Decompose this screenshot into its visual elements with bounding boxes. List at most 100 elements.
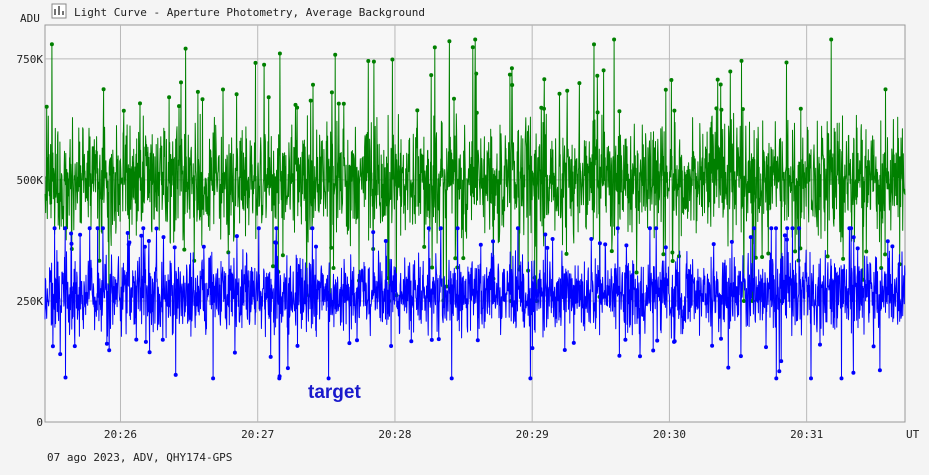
data-point	[336, 101, 341, 106]
data-point	[597, 241, 602, 246]
data-point	[779, 359, 784, 364]
data-point	[748, 235, 753, 240]
data-point	[839, 376, 844, 381]
data-point	[491, 239, 495, 244]
data-point	[167, 95, 172, 100]
data-point	[262, 62, 267, 67]
data-point	[738, 354, 743, 359]
data-point	[177, 104, 181, 109]
data-point	[461, 256, 466, 261]
data-point	[341, 101, 346, 106]
data-point	[366, 59, 371, 63]
data-point	[104, 341, 109, 346]
series-line	[44, 39, 906, 302]
data-point	[592, 42, 596, 47]
data-point	[515, 226, 520, 231]
data-point	[595, 73, 600, 78]
data-point	[474, 71, 479, 76]
data-point	[101, 87, 106, 92]
data-point	[719, 336, 723, 341]
data-point	[422, 244, 427, 249]
data-point	[143, 339, 148, 344]
series-label-target: target	[308, 382, 361, 403]
data-point	[528, 376, 533, 381]
data-point	[200, 97, 205, 102]
data-point	[774, 376, 779, 381]
data-point	[542, 77, 547, 82]
data-point	[715, 77, 720, 82]
data-point	[615, 226, 620, 231]
data-point	[638, 354, 642, 359]
data-point	[663, 245, 668, 250]
data-point	[741, 299, 746, 303]
data-point	[883, 252, 888, 257]
data-point	[589, 237, 594, 241]
data-point	[383, 239, 388, 243]
data-point	[883, 87, 888, 92]
data-point	[760, 255, 765, 259]
data-point	[669, 78, 674, 82]
data-point	[601, 68, 606, 73]
data-point	[557, 91, 562, 96]
data-point	[347, 341, 352, 346]
data-point	[127, 240, 132, 245]
data-point	[655, 338, 660, 343]
data-point	[564, 251, 569, 256]
data-point	[663, 87, 668, 92]
data-point	[785, 226, 790, 231]
data-point	[355, 338, 359, 343]
data-point	[790, 226, 795, 231]
data-point	[438, 226, 443, 231]
data-point	[139, 233, 144, 238]
data-point	[371, 59, 376, 64]
data-point	[507, 72, 512, 77]
data-point	[389, 344, 394, 348]
data-point	[409, 339, 414, 344]
data-point	[146, 239, 151, 243]
data-point	[670, 250, 675, 255]
data-point	[326, 376, 331, 381]
data-point	[52, 226, 57, 231]
data-point	[729, 239, 734, 244]
data-point	[221, 87, 225, 92]
data-point	[277, 374, 282, 379]
data-point	[624, 243, 629, 248]
x-tick-label: 20:29	[516, 428, 549, 441]
data-point	[612, 37, 617, 42]
data-point	[234, 92, 239, 97]
data-point	[295, 343, 300, 348]
data-point	[333, 52, 338, 57]
data-point	[595, 110, 600, 115]
data-point	[545, 245, 550, 250]
x-tick-label: 20:26	[104, 428, 137, 441]
data-point	[226, 250, 231, 255]
data-point	[728, 69, 733, 74]
data-point	[766, 251, 771, 256]
data-point	[777, 369, 782, 374]
data-point	[474, 110, 479, 115]
data-point	[774, 226, 778, 231]
data-point	[415, 108, 420, 113]
series-target	[44, 226, 906, 381]
y-tick-label: 750K	[17, 53, 44, 66]
data-point	[617, 353, 622, 358]
data-point	[69, 231, 74, 236]
data-point	[173, 372, 178, 377]
data-point	[160, 337, 165, 342]
data-point	[562, 348, 567, 352]
data-point	[818, 342, 822, 347]
data-point	[138, 101, 142, 106]
data-point	[95, 226, 100, 231]
data-point	[841, 256, 846, 261]
data-point	[718, 82, 723, 87]
data-point	[201, 244, 206, 249]
data-point	[609, 249, 614, 254]
data-point	[331, 266, 336, 270]
data-point	[672, 339, 677, 344]
data-point	[470, 45, 475, 50]
y-axis-label: ADU	[20, 12, 40, 25]
data-point	[711, 242, 716, 247]
data-point	[69, 241, 74, 246]
data-point	[565, 88, 570, 93]
data-point	[475, 338, 480, 343]
